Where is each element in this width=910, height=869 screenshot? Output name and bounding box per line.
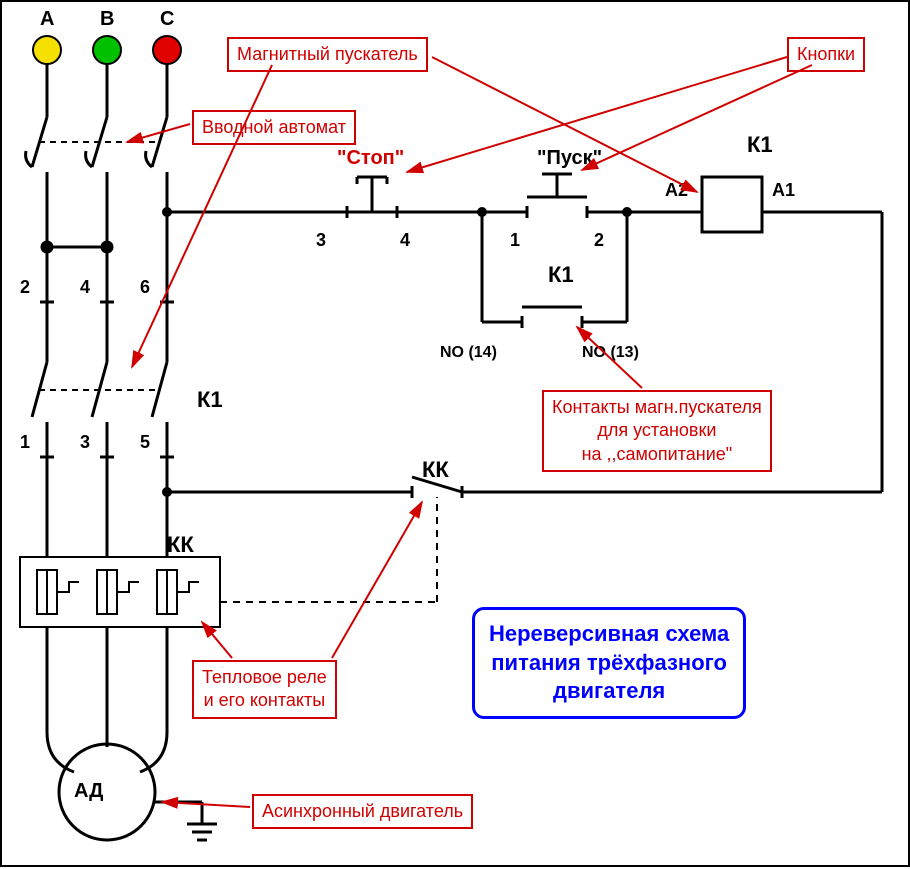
motor-circle [59,744,155,840]
k1-coil [702,177,762,232]
stop-button [332,177,397,218]
wiring-svg [2,2,910,869]
start-button [482,174,587,218]
circuit-breaker [26,117,167,167]
phase-b-lamp [93,36,121,64]
schematic-canvas: A B C 2 4 6 1 3 5 3 4 1 2 NO (14) NO (13… [0,0,910,867]
kk-nc-contact [412,477,462,498]
phase-c-lamp [153,36,181,64]
k1-aux-contact [482,212,627,328]
k1-main-contacts [32,302,167,417]
phase-a-lamp [33,36,61,64]
